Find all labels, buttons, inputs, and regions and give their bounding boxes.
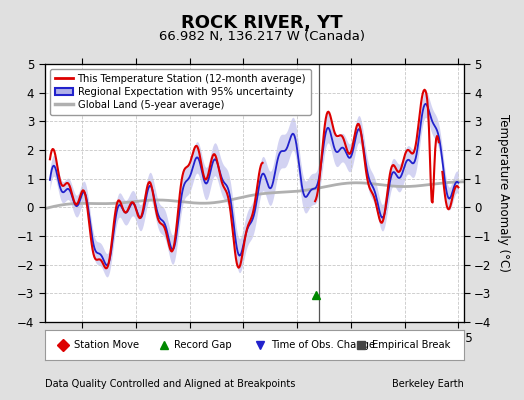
Text: Station Move: Station Move bbox=[74, 340, 139, 350]
Text: Empirical Break: Empirical Break bbox=[372, 340, 450, 350]
Text: ROCK RIVER, YT: ROCK RIVER, YT bbox=[181, 14, 343, 32]
Y-axis label: Temperature Anomaly (°C): Temperature Anomaly (°C) bbox=[497, 114, 510, 272]
Text: 66.982 N, 136.217 W (Canada): 66.982 N, 136.217 W (Canada) bbox=[159, 30, 365, 43]
Text: Time of Obs. Change: Time of Obs. Change bbox=[271, 340, 375, 350]
Text: Berkeley Earth: Berkeley Earth bbox=[392, 379, 464, 389]
Text: Record Gap: Record Gap bbox=[174, 340, 232, 350]
Text: Data Quality Controlled and Aligned at Breakpoints: Data Quality Controlled and Aligned at B… bbox=[45, 379, 295, 389]
Legend: This Temperature Station (12-month average), Regional Expectation with 95% uncer: This Temperature Station (12-month avera… bbox=[50, 69, 311, 115]
